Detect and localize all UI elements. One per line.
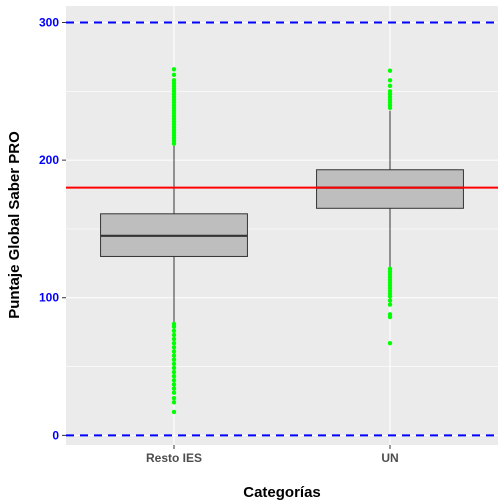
- reference-lines-dashed: [66, 21, 498, 437]
- y-axis: 0 100 200 300: [39, 16, 66, 442]
- x-tick-label: UN: [381, 451, 398, 465]
- outlier-point: [387, 83, 393, 89]
- box-group: [100, 67, 248, 415]
- outlier-point: [387, 266, 393, 272]
- outlier-point: [171, 332, 177, 338]
- outlier-point: [171, 361, 177, 367]
- outlier-point: [171, 365, 177, 371]
- outlier-point: [171, 390, 177, 395]
- box-group: [316, 68, 464, 346]
- outlier-point: [387, 302, 393, 307]
- x-tick-label: Resto IES: [146, 451, 202, 465]
- outlier-point: [171, 321, 177, 327]
- boxes: [100, 67, 464, 415]
- y-tick-label: 200: [39, 153, 59, 167]
- box-iqr: [316, 169, 464, 209]
- outlier-point: [171, 373, 177, 379]
- outlier-point: [171, 400, 177, 405]
- outlier-point: [171, 67, 177, 72]
- x-axis: Resto IES UN: [146, 445, 399, 465]
- x-axis-title: Categorías: [243, 484, 321, 501]
- outlier-point: [171, 336, 177, 342]
- outlier-point: [387, 78, 393, 83]
- outlier-point: [171, 378, 177, 383]
- outlier-point: [171, 72, 177, 78]
- outlier-point: [171, 369, 177, 375]
- outlier-point: [171, 357, 177, 362]
- outlier-point: [171, 345, 177, 350]
- outlier-point: [171, 328, 177, 333]
- outlier-point: [387, 340, 393, 346]
- y-tick-label: 100: [39, 291, 59, 305]
- y-tick-label: 300: [39, 16, 59, 30]
- outlier-point: [171, 386, 177, 391]
- outlier-point: [171, 382, 177, 387]
- outlier-point: [387, 89, 393, 94]
- outlier-point: [387, 298, 393, 303]
- outlier-point: [171, 340, 177, 346]
- y-tick-label: 0: [52, 428, 59, 442]
- outlier-point: [171, 349, 177, 354]
- outlier-point: [387, 312, 393, 317]
- outlier-point: [171, 353, 177, 358]
- outlier-point: [387, 68, 393, 73]
- y-axis-title: Puntaje Global Saber PRO: [6, 131, 23, 319]
- outlier-point: [171, 78, 177, 83]
- outlier-point: [171, 396, 177, 401]
- outlier-point: [171, 409, 177, 415]
